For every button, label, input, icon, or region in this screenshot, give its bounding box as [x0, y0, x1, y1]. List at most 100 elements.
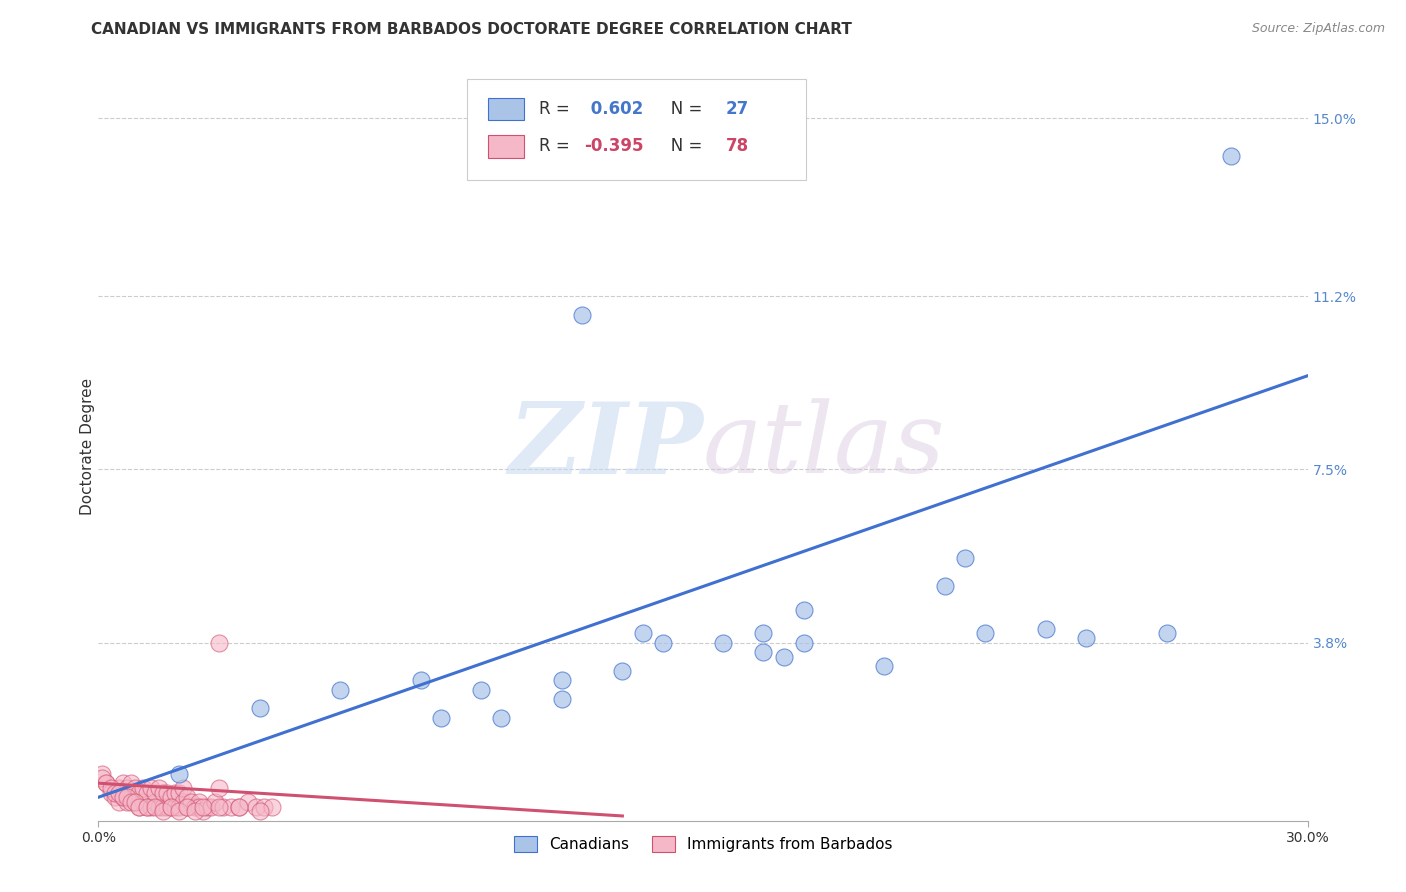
Point — [100, 780, 122, 795]
Point — [132, 795, 155, 809]
Point — [200, 799, 222, 814]
Point — [124, 780, 146, 795]
Point — [953, 551, 976, 566]
Point — [612, 664, 634, 678]
Point — [160, 799, 183, 814]
Point — [195, 799, 218, 814]
Text: Source: ZipAtlas.com: Source: ZipAtlas.com — [1251, 22, 1385, 36]
Point — [107, 786, 129, 800]
Point — [128, 799, 150, 814]
Text: -0.395: -0.395 — [585, 137, 644, 155]
Point — [253, 799, 276, 814]
Point — [135, 799, 157, 814]
Point — [176, 799, 198, 814]
Point — [934, 580, 956, 594]
Point — [551, 673, 574, 688]
Point — [212, 799, 235, 814]
Point — [160, 799, 183, 814]
Point — [128, 799, 150, 814]
Point — [260, 799, 283, 814]
Point — [156, 786, 179, 800]
Point — [752, 645, 775, 659]
Point — [163, 786, 186, 800]
Text: N =: N = — [655, 100, 707, 118]
Point — [107, 780, 129, 795]
Point — [176, 799, 198, 814]
Point — [152, 799, 174, 814]
Point — [91, 772, 114, 786]
Point — [135, 799, 157, 814]
Point — [184, 799, 207, 814]
Point — [115, 790, 138, 805]
Point — [167, 799, 190, 814]
Point — [91, 767, 114, 781]
Point — [172, 780, 194, 795]
Point — [974, 626, 997, 640]
Point — [148, 780, 170, 795]
Point — [152, 805, 174, 819]
Legend: Canadians, Immigrants from Barbados: Canadians, Immigrants from Barbados — [508, 830, 898, 858]
Point — [204, 795, 226, 809]
Point — [873, 659, 896, 673]
Point — [103, 786, 125, 800]
Point — [772, 649, 794, 664]
Point — [470, 682, 492, 697]
Text: N =: N = — [655, 137, 707, 155]
Point — [1035, 622, 1057, 636]
Point — [96, 776, 118, 790]
Point — [135, 786, 157, 800]
Point — [148, 799, 170, 814]
Y-axis label: Doctorate Degree: Doctorate Degree — [80, 377, 94, 515]
Point — [193, 799, 215, 814]
Point — [249, 805, 271, 819]
Text: 27: 27 — [725, 100, 749, 118]
Point — [793, 635, 815, 649]
Point — [571, 308, 593, 322]
Point — [152, 786, 174, 800]
Point — [236, 795, 259, 809]
Point — [107, 795, 129, 809]
Point — [111, 776, 134, 790]
Point — [120, 776, 142, 790]
Point — [249, 701, 271, 715]
Point — [120, 795, 142, 809]
Point — [1220, 148, 1243, 162]
Point — [160, 790, 183, 805]
Point — [228, 799, 250, 814]
Point — [128, 786, 150, 800]
Point — [167, 805, 190, 819]
Text: ZIP: ZIP — [508, 398, 703, 494]
Point — [193, 805, 215, 819]
Point — [188, 799, 211, 814]
Point — [1156, 626, 1178, 640]
Point — [132, 780, 155, 795]
Point — [551, 692, 574, 706]
Point — [651, 635, 673, 649]
Text: 78: 78 — [725, 137, 749, 155]
Point — [208, 799, 231, 814]
Text: 0.602: 0.602 — [585, 100, 643, 118]
Point — [139, 799, 162, 814]
FancyBboxPatch shape — [467, 78, 806, 180]
Point — [245, 799, 267, 814]
Point — [124, 795, 146, 809]
Point — [188, 795, 211, 809]
Point — [111, 790, 134, 805]
Point — [100, 786, 122, 800]
Point — [156, 799, 179, 814]
Point — [793, 603, 815, 617]
Point — [208, 635, 231, 649]
Point — [752, 626, 775, 640]
Text: CANADIAN VS IMMIGRANTS FROM BARBADOS DOCTORATE DEGREE CORRELATION CHART: CANADIAN VS IMMIGRANTS FROM BARBADOS DOC… — [91, 22, 852, 37]
Point — [163, 799, 186, 814]
Point — [184, 805, 207, 819]
Point — [1074, 631, 1097, 645]
Point — [111, 790, 134, 805]
Point — [167, 767, 190, 781]
Point — [115, 795, 138, 809]
Point — [409, 673, 432, 688]
Point — [124, 795, 146, 809]
Point — [139, 780, 162, 795]
Point — [115, 780, 138, 795]
Point — [103, 790, 125, 805]
